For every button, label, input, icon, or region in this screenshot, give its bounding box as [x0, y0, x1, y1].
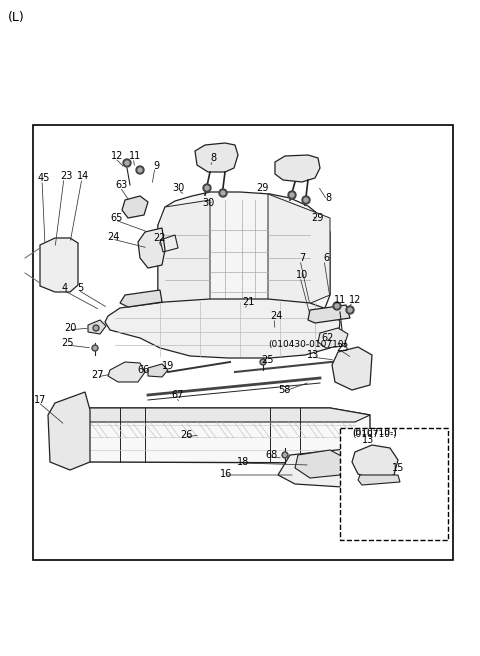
Text: 29: 29 [256, 183, 268, 193]
Text: 8: 8 [210, 153, 216, 163]
Polygon shape [148, 364, 168, 377]
Text: 8: 8 [325, 193, 331, 203]
Polygon shape [40, 238, 78, 292]
Text: 19: 19 [162, 361, 174, 371]
Polygon shape [158, 192, 330, 327]
Text: 11: 11 [334, 295, 346, 305]
Text: 16: 16 [220, 469, 232, 479]
Circle shape [333, 302, 341, 310]
Circle shape [221, 191, 225, 195]
Circle shape [260, 359, 266, 365]
Text: 62: 62 [322, 333, 334, 343]
Circle shape [219, 189, 227, 197]
Text: (010710-): (010710-) [353, 428, 397, 436]
Text: 30: 30 [202, 198, 214, 208]
Text: 27: 27 [91, 370, 103, 380]
Text: 20: 20 [64, 323, 76, 333]
Text: 22: 22 [154, 233, 166, 243]
Circle shape [205, 186, 209, 190]
Text: 67: 67 [172, 390, 184, 400]
Circle shape [138, 168, 142, 172]
Text: 65: 65 [111, 213, 123, 223]
Text: 23: 23 [336, 343, 348, 353]
Text: (010430-010710): (010430-010710) [268, 340, 348, 350]
Text: 58: 58 [278, 385, 290, 395]
Text: 18: 18 [237, 457, 249, 467]
Text: (010710-): (010710-) [353, 430, 397, 438]
Text: 45: 45 [38, 173, 50, 183]
Text: 17: 17 [34, 395, 46, 405]
Circle shape [262, 361, 264, 363]
Polygon shape [308, 305, 350, 323]
Circle shape [346, 306, 354, 314]
Text: 13: 13 [307, 350, 319, 360]
Polygon shape [70, 408, 370, 422]
Polygon shape [122, 196, 148, 218]
Polygon shape [275, 155, 320, 182]
Text: 63: 63 [116, 180, 128, 190]
Text: 24: 24 [270, 311, 282, 321]
Text: 21: 21 [242, 297, 254, 307]
Text: 12: 12 [349, 295, 361, 305]
Text: 66: 66 [137, 365, 149, 375]
Circle shape [125, 161, 129, 165]
Circle shape [335, 304, 339, 308]
Polygon shape [120, 290, 162, 307]
Polygon shape [332, 347, 372, 390]
Circle shape [284, 453, 287, 457]
Text: 10: 10 [296, 270, 308, 280]
Circle shape [93, 325, 99, 331]
Text: 9: 9 [153, 161, 159, 171]
Polygon shape [70, 408, 370, 463]
Text: 11: 11 [129, 151, 141, 161]
Text: 68: 68 [265, 450, 277, 460]
Circle shape [348, 308, 352, 312]
Circle shape [304, 198, 308, 202]
Text: 15: 15 [392, 463, 404, 473]
Text: 4: 4 [62, 283, 68, 293]
Text: 26: 26 [180, 430, 192, 440]
Polygon shape [295, 450, 345, 478]
Polygon shape [105, 299, 340, 358]
Text: 12: 12 [111, 151, 123, 161]
Text: 25: 25 [261, 355, 273, 365]
Polygon shape [88, 320, 106, 334]
Text: 14: 14 [77, 171, 89, 181]
Circle shape [302, 196, 310, 204]
Polygon shape [138, 228, 165, 268]
Text: 25: 25 [62, 338, 74, 348]
Polygon shape [358, 475, 400, 485]
Circle shape [94, 346, 96, 350]
Text: 24: 24 [107, 232, 119, 242]
Circle shape [95, 327, 97, 329]
Circle shape [203, 184, 211, 192]
Polygon shape [48, 392, 90, 470]
Polygon shape [352, 445, 398, 480]
Text: 6: 6 [323, 253, 329, 263]
Text: 7: 7 [299, 253, 305, 263]
Polygon shape [278, 448, 370, 488]
Polygon shape [318, 328, 348, 348]
Polygon shape [268, 194, 330, 327]
Circle shape [282, 452, 288, 458]
Polygon shape [158, 200, 210, 327]
Circle shape [288, 191, 296, 199]
Text: 23: 23 [60, 171, 72, 181]
Text: (L): (L) [8, 12, 25, 24]
Text: 5: 5 [77, 283, 83, 293]
Circle shape [123, 159, 131, 167]
Text: 13: 13 [362, 435, 374, 445]
Text: 29: 29 [311, 213, 323, 223]
FancyBboxPatch shape [340, 428, 448, 540]
Text: 30: 30 [172, 183, 184, 193]
Polygon shape [195, 143, 238, 172]
Circle shape [92, 345, 98, 351]
Circle shape [136, 166, 144, 174]
Polygon shape [108, 362, 145, 382]
Circle shape [290, 193, 294, 197]
